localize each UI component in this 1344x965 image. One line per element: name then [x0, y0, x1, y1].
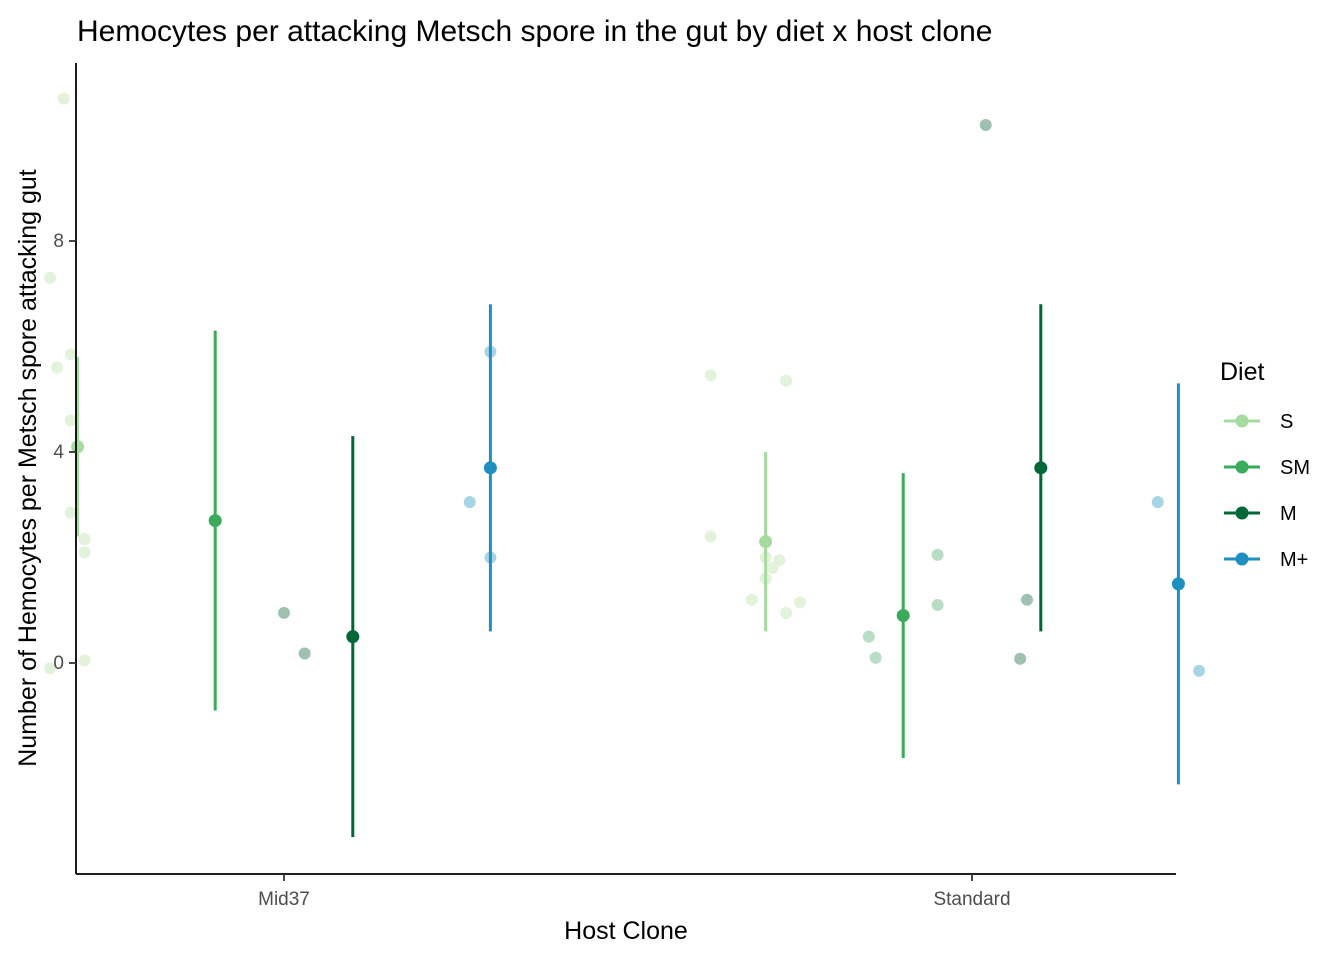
raw-data-point [766, 562, 779, 575]
chart-title: Hemocytes per attacking Metsch spore in … [77, 15, 992, 48]
legend-key-point [1235, 506, 1249, 520]
raw-data-point [869, 651, 882, 664]
x-tick-label: Mid37 [258, 889, 310, 910]
raw-data-point [298, 647, 311, 660]
y-tick-label: 8 [53, 231, 64, 252]
y-tick-label: 0 [53, 653, 64, 674]
mean-point [1034, 461, 1048, 475]
legend-key-point [1235, 552, 1249, 566]
mean-point [346, 630, 360, 644]
legend-key-point [1235, 460, 1249, 474]
legend-key-point [1235, 414, 1249, 428]
legend-label: SM [1280, 457, 1310, 479]
legend-label: M+ [1280, 549, 1308, 571]
raw-data-point [1014, 652, 1027, 665]
legend-label: S [1280, 411, 1293, 433]
raw-data-point [1151, 496, 1164, 509]
raw-data-point [931, 598, 944, 611]
y-axis-label: Number of Hemocytes per Metsch spore att… [14, 169, 42, 767]
raw-data-point [64, 348, 77, 361]
mean-point [71, 440, 85, 454]
raw-data-point [979, 118, 992, 131]
mean-point [896, 609, 910, 623]
raw-data-point [704, 369, 717, 382]
raw-data-point [794, 596, 806, 609]
raw-data-point [745, 593, 758, 606]
raw-data-point [1021, 593, 1034, 606]
raw-data-point [931, 548, 944, 561]
mean-point [759, 535, 773, 549]
raw-data-point [463, 496, 476, 509]
x-axis-label: Host Clone [564, 917, 688, 945]
raw-data-point [57, 92, 70, 105]
raw-data-point [50, 361, 63, 374]
mean-point [208, 514, 222, 528]
mean-point [483, 461, 497, 475]
x-axis-ticks: Mid37 Standard [258, 874, 1011, 910]
y-tick-label: 4 [53, 442, 64, 463]
raw-data-point [64, 414, 77, 427]
raw-data-point [780, 374, 793, 387]
raw-data-point [862, 630, 875, 643]
raw-data-point [1193, 664, 1206, 677]
raw-data-point [78, 533, 91, 546]
raw-data-point [278, 606, 290, 619]
legend-title: Diet [1220, 358, 1265, 386]
raw-data-point [44, 271, 57, 284]
raw-data-point [78, 654, 91, 667]
plot-panel [44, 92, 1206, 838]
raw-data-point [704, 530, 717, 543]
raw-data-point [78, 546, 91, 559]
x-tick-label: Standard [933, 889, 1010, 910]
raw-data-point [64, 506, 77, 519]
raw-data-point [780, 606, 793, 619]
legend: S SM M M+ [1224, 411, 1310, 571]
legend-label: M [1280, 503, 1297, 525]
raw-data-point [773, 554, 786, 567]
raw-data-point [44, 662, 57, 675]
y-axis-ticks: 0 4 8 [53, 231, 76, 674]
mean-point [1171, 577, 1185, 591]
